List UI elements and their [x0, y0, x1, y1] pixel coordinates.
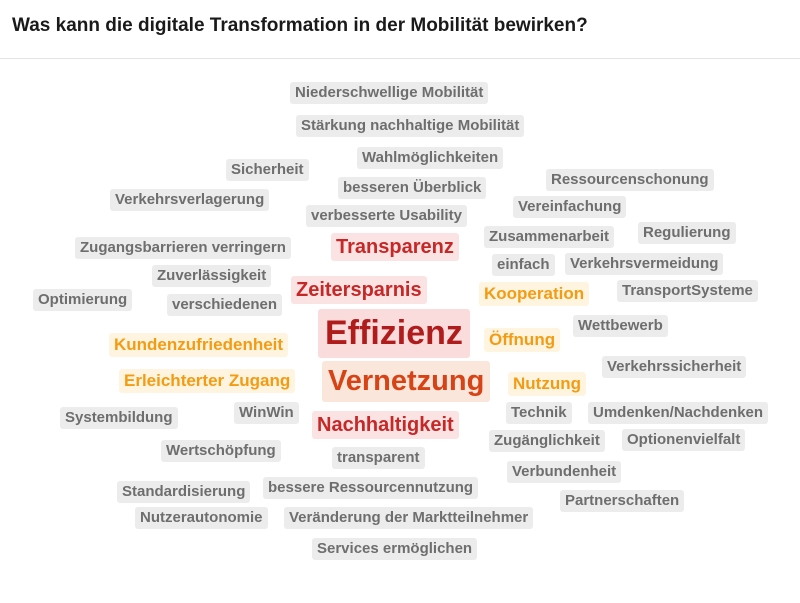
page-title: Was kann die digitale Transformation in … — [12, 15, 588, 36]
word-cloud-item: Verbundenheit — [507, 461, 622, 483]
header: Was kann die digitale Transformation in … — [0, 0, 800, 59]
word-cloud-item: verbesserte Usability — [306, 205, 467, 227]
word-cloud-item: Wettbewerb — [573, 315, 668, 337]
word-cloud-item: WinWin — [234, 402, 299, 424]
word-cloud-item: Nutzung — [508, 372, 586, 397]
word-cloud-item: Nachhaltigkeit — [312, 411, 459, 439]
word-cloud-item: Nutzerautonomie — [135, 507, 268, 529]
word-cloud-item: einfach — [492, 254, 555, 276]
word-cloud-item: Öffnung — [484, 328, 561, 353]
word-cloud-item: Verkehrsvermeidung — [565, 253, 724, 275]
word-cloud-item: Verkehrssicherheit — [602, 356, 747, 378]
word-cloud-item: TransportSysteme — [617, 280, 758, 302]
word-cloud-item: Wahlmöglichkeiten — [357, 147, 504, 169]
word-cloud-item: Erleichterter Zugang — [119, 369, 296, 394]
word-cloud-item: transparent — [332, 447, 425, 469]
word-cloud-item: Standardisierung — [117, 481, 251, 503]
word-cloud-item: Regulierung — [638, 222, 736, 244]
word-cloud-item: Verkehrsverlagerung — [110, 189, 270, 211]
word-cloud-item: Zusammenarbeit — [484, 226, 615, 248]
word-cloud-item: bessere Ressourcennutzung — [263, 477, 479, 499]
word-cloud-item: Vernetzung — [322, 361, 491, 402]
word-cloud-item: Zugangsbarrieren verringern — [75, 237, 291, 259]
word-cloud-item: Effizienz — [318, 309, 470, 358]
word-cloud-item: verschiedenen — [167, 294, 283, 316]
word-cloud-item: Veränderung der Marktteilnehmer — [284, 507, 534, 529]
word-cloud-item: Transparenz — [331, 233, 459, 261]
word-cloud: Niederschwellige Mobilität Stärkung nach… — [0, 59, 800, 603]
word-cloud-item: Kooperation — [479, 282, 590, 307]
word-cloud-item: besseren Überblick — [338, 177, 487, 199]
word-cloud-item: Partnerschaften — [560, 490, 685, 512]
word-cloud-item: Optimierung — [33, 289, 133, 311]
word-cloud-item: Zuverlässigkeit — [152, 265, 272, 287]
word-cloud-item: Services ermöglichen — [312, 538, 478, 560]
word-cloud-item: Systembildung — [60, 407, 178, 429]
word-cloud-item: Zeitersparnis — [291, 276, 427, 304]
word-cloud-item: Optionenvielfalt — [622, 429, 746, 451]
word-cloud-item: Technik — [506, 402, 572, 424]
word-cloud-item: Niederschwellige Mobilität — [290, 82, 489, 104]
word-cloud-item: Ressourcenschonung — [546, 169, 714, 191]
word-cloud-item: Wertschöpfung — [161, 440, 281, 462]
word-cloud-item: Zugänglichkeit — [489, 430, 605, 452]
word-cloud-item: Stärkung nachhaltige Mobilität — [296, 115, 525, 137]
word-cloud-item: Vereinfachung — [513, 196, 627, 218]
word-cloud-item: Umdenken/Nachdenken — [588, 402, 769, 424]
word-cloud-item: Sicherheit — [226, 159, 309, 181]
word-cloud-item: Kundenzufriedenheit — [109, 333, 289, 358]
